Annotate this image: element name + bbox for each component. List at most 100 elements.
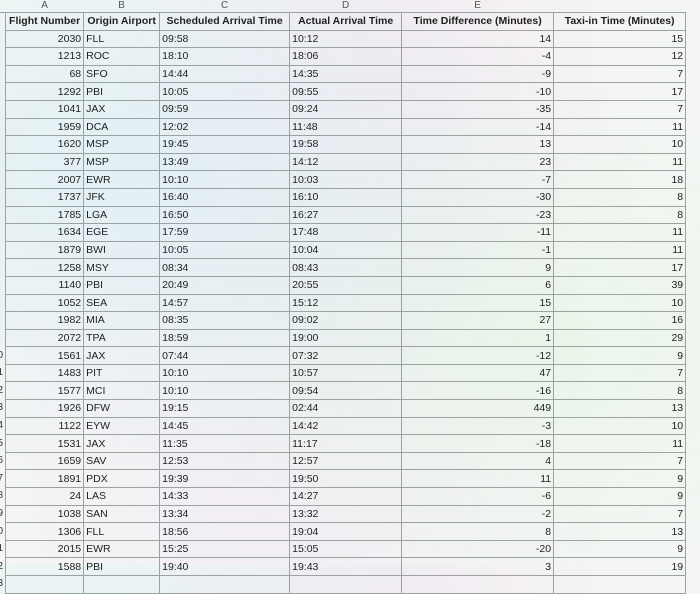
table-cell[interactable]: 08:34 bbox=[159, 258, 291, 277]
table-cell[interactable]: EWR bbox=[83, 170, 161, 189]
table-cell[interactable]: PDX bbox=[83, 469, 161, 489]
table-cell[interactable]: 10:10 bbox=[159, 381, 291, 401]
column-header-cell[interactable]: Flight Number bbox=[5, 12, 85, 31]
table-cell[interactable]: 14:44 bbox=[159, 64, 291, 84]
table-cell[interactable]: PIT bbox=[83, 363, 161, 383]
table-cell[interactable] bbox=[159, 575, 291, 594]
table-cell[interactable]: 8 bbox=[553, 205, 687, 225]
table-cell[interactable]: -2 bbox=[401, 504, 555, 524]
table-cell[interactable]: 2030 bbox=[5, 29, 85, 49]
table-cell[interactable]: 9 bbox=[553, 346, 687, 365]
table-cell[interactable]: 10:04 bbox=[289, 240, 403, 260]
table-cell[interactable]: PBI bbox=[83, 82, 161, 101]
table-cell[interactable]: 14:45 bbox=[159, 416, 291, 436]
table-cell[interactable]: 15:25 bbox=[159, 539, 291, 559]
table-cell[interactable]: 11:35 bbox=[159, 434, 291, 453]
table-cell[interactable]: SAN bbox=[83, 504, 161, 524]
table-cell[interactable]: 13 bbox=[553, 522, 687, 541]
table-cell[interactable]: BWI bbox=[83, 240, 161, 260]
table-cell[interactable]: 1879 bbox=[5, 240, 85, 260]
table-cell[interactable]: 07:32 bbox=[289, 346, 403, 365]
table-cell[interactable]: 13 bbox=[401, 135, 555, 154]
table-cell[interactable]: PBI bbox=[83, 275, 161, 295]
table-cell[interactable]: 19:39 bbox=[159, 469, 291, 489]
table-cell[interactable]: JFK bbox=[83, 187, 161, 207]
table-cell[interactable]: 18:10 bbox=[159, 47, 291, 66]
table-cell[interactable]: 18:59 bbox=[159, 328, 291, 348]
table-cell[interactable]: ROC bbox=[83, 47, 161, 66]
table-cell[interactable]: MSP bbox=[83, 152, 161, 172]
table-cell[interactable]: 09:54 bbox=[289, 381, 403, 401]
table-cell[interactable]: -9 bbox=[401, 64, 555, 84]
table-cell[interactable]: 11 bbox=[401, 469, 555, 489]
table-cell[interactable]: -7 bbox=[401, 170, 555, 189]
table-cell[interactable]: 10:05 bbox=[159, 82, 291, 101]
table-cell[interactable]: 07:44 bbox=[159, 346, 291, 365]
table-cell[interactable]: 9 bbox=[401, 258, 555, 277]
table-cell[interactable]: 11:48 bbox=[289, 117, 403, 137]
table-cell[interactable]: 11 bbox=[553, 223, 687, 242]
table-cell[interactable]: 1588 bbox=[5, 557, 85, 576]
table-cell[interactable]: 2072 bbox=[5, 328, 85, 348]
table-cell[interactable]: 7 bbox=[553, 363, 687, 383]
table-cell[interactable]: -18 bbox=[401, 434, 555, 453]
table-cell[interactable]: 09:24 bbox=[289, 99, 403, 119]
table-cell[interactable]: 10 bbox=[553, 416, 687, 436]
table-cell[interactable]: -10 bbox=[401, 82, 555, 101]
table-cell[interactable]: 10:03 bbox=[289, 170, 403, 189]
column-letter-3[interactable]: D bbox=[289, 0, 402, 13]
table-cell[interactable]: -6 bbox=[401, 487, 555, 506]
table-cell[interactable]: 15:05 bbox=[289, 539, 403, 559]
table-cell[interactable]: 10 bbox=[553, 135, 687, 154]
table-cell[interactable] bbox=[83, 575, 161, 594]
table-cell[interactable]: 19:58 bbox=[289, 135, 403, 154]
table-cell[interactable]: DCA bbox=[83, 117, 161, 137]
table-cell[interactable]: 1982 bbox=[5, 311, 85, 330]
table-cell[interactable]: SFO bbox=[83, 64, 161, 84]
table-cell[interactable]: 16 bbox=[553, 311, 687, 330]
table-cell[interactable]: 1052 bbox=[5, 293, 85, 313]
table-cell[interactable]: -35 bbox=[401, 99, 555, 119]
table-cell[interactable]: EGE bbox=[83, 223, 161, 242]
column-header-cell[interactable]: Actual Arrival Time bbox=[289, 12, 403, 31]
table-cell[interactable]: 16:10 bbox=[289, 187, 403, 207]
table-cell[interactable] bbox=[553, 575, 687, 594]
table-cell[interactable]: JAX bbox=[83, 99, 161, 119]
table-cell[interactable]: 13:34 bbox=[159, 504, 291, 524]
table-cell[interactable]: 09:55 bbox=[289, 82, 403, 101]
table-cell[interactable]: SEA bbox=[83, 293, 161, 313]
column-letter-4[interactable]: E bbox=[401, 0, 554, 13]
table-cell[interactable]: 377 bbox=[5, 152, 85, 172]
table-cell[interactable]: 47 bbox=[401, 363, 555, 383]
table-cell[interactable]: 14:27 bbox=[289, 487, 403, 506]
table-cell[interactable]: 27 bbox=[401, 311, 555, 330]
table-cell[interactable]: 18 bbox=[553, 170, 687, 189]
table-cell[interactable]: 18:56 bbox=[159, 522, 291, 541]
table-cell[interactable]: 19:15 bbox=[159, 399, 291, 418]
table-cell[interactable]: 15:12 bbox=[289, 293, 403, 313]
table-cell[interactable]: 1634 bbox=[5, 223, 85, 242]
table-cell[interactable]: 8 bbox=[553, 381, 687, 401]
table-cell[interactable]: 11 bbox=[553, 152, 687, 172]
table-cell[interactable]: 1038 bbox=[5, 504, 85, 524]
table-cell[interactable]: 1 bbox=[401, 328, 555, 348]
table-cell[interactable]: 12:53 bbox=[159, 451, 291, 471]
table-cell[interactable]: 19:43 bbox=[289, 557, 403, 576]
table-cell[interactable]: 12:57 bbox=[289, 451, 403, 471]
table-cell[interactable]: 7 bbox=[553, 64, 687, 84]
table-cell[interactable]: 02:44 bbox=[289, 399, 403, 418]
table-cell[interactable]: 1258 bbox=[5, 258, 85, 277]
table-cell[interactable]: 1659 bbox=[5, 451, 85, 471]
table-cell[interactable]: 8 bbox=[553, 187, 687, 207]
column-header-cell[interactable]: Taxi-in Time (Minutes) bbox=[553, 12, 687, 31]
table-cell[interactable]: 16:50 bbox=[159, 205, 291, 225]
table-cell[interactable]: 09:58 bbox=[159, 29, 291, 49]
table-cell[interactable]: 3 bbox=[401, 557, 555, 576]
table-cell[interactable]: 17 bbox=[553, 258, 687, 277]
column-header-cell[interactable]: Scheduled Arrival Time bbox=[159, 12, 291, 31]
table-cell[interactable]: 13:49 bbox=[159, 152, 291, 172]
table-cell[interactable]: 19:04 bbox=[289, 522, 403, 541]
column-letter-2[interactable]: C bbox=[159, 0, 290, 13]
table-cell[interactable]: 1926 bbox=[5, 399, 85, 418]
table-cell[interactable]: 1122 bbox=[5, 416, 85, 436]
